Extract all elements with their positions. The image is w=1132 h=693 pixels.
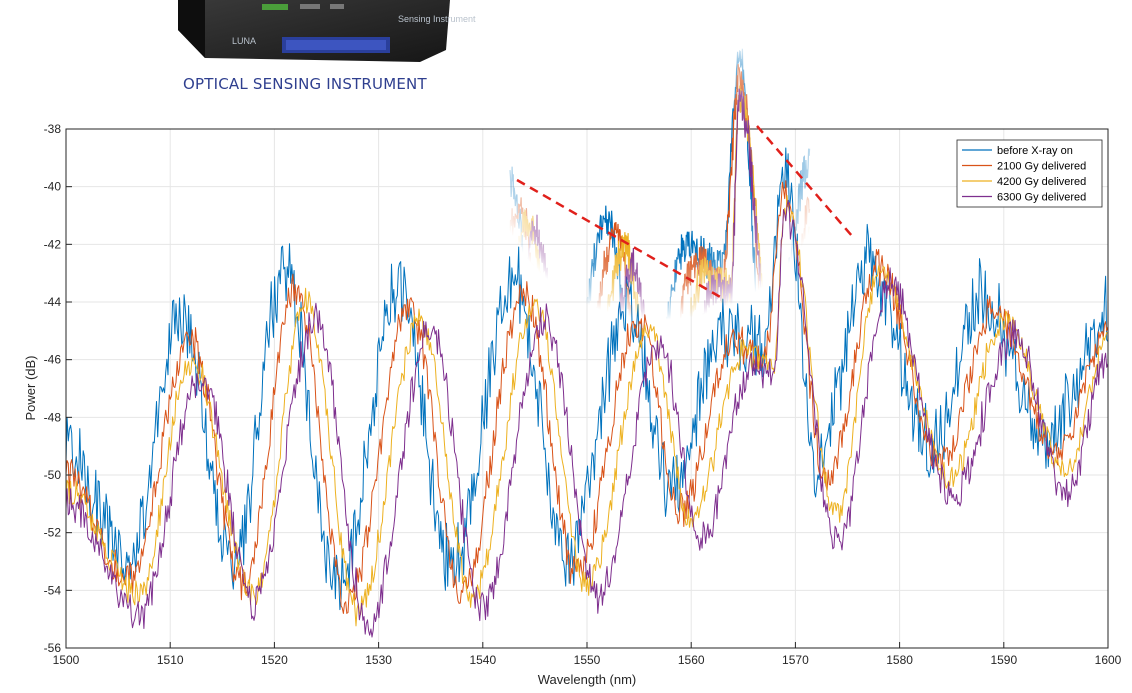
x-tick-label: 1560 bbox=[678, 653, 705, 667]
x-tick-label: 1530 bbox=[365, 653, 392, 667]
y-tick-label: -46 bbox=[44, 353, 62, 367]
y-tick-label: -56 bbox=[44, 641, 62, 655]
legend-label: 6300 Gy delivered bbox=[997, 192, 1086, 204]
y-tick-label: -48 bbox=[44, 410, 62, 424]
y-tick-label: -50 bbox=[44, 468, 62, 482]
series-line-1 bbox=[65, 147, 1109, 611]
x-tick-label: 1550 bbox=[574, 653, 601, 667]
x-tick-label: 1540 bbox=[469, 653, 496, 667]
series-line-3 bbox=[65, 194, 1109, 627]
y-tick-label: -52 bbox=[44, 526, 62, 540]
y-tick-label: -54 bbox=[44, 583, 62, 597]
legend-box bbox=[956, 139, 1103, 208]
device-name: Sensing Instrument bbox=[398, 14, 476, 24]
legend-label: 4200 Gy delivered bbox=[997, 176, 1086, 188]
instrument-caption: OPTICAL SENSING INSTRUMENT bbox=[183, 75, 427, 93]
x-tick-label: 1520 bbox=[261, 653, 288, 667]
y-axis-title: Power (dB) bbox=[23, 355, 38, 420]
y-tick-label: -42 bbox=[44, 237, 62, 251]
y-tick-label: -44 bbox=[44, 295, 62, 309]
instrument-photo: LUNA Sensing Instrument bbox=[178, 0, 476, 62]
x-tick-label: 1570 bbox=[782, 653, 809, 667]
inset-series-line-4 bbox=[509, 88, 811, 442]
x-tick-label: 1510 bbox=[157, 653, 184, 667]
legend: before X-ray on 2100 Gy delivered 4200 Gy … bbox=[956, 139, 1103, 208]
zoom-guide-right bbox=[756, 125, 853, 237]
tick-layer: 1500 1510 1520 1530 1540 1550 1560 1570 1580 1590… bbox=[44, 122, 1122, 667]
x-tick-label: 1600 bbox=[1095, 653, 1122, 667]
y-tick-label: -38 bbox=[44, 122, 62, 136]
legend-label: before X-ray on bbox=[997, 145, 1073, 157]
y-tick-label: -40 bbox=[44, 180, 62, 194]
device-brand: LUNA bbox=[232, 36, 256, 46]
x-tick-label: 1580 bbox=[886, 653, 913, 667]
zoom-guide-left bbox=[516, 178, 723, 300]
zoom-inset bbox=[509, 48, 811, 443]
series-layer bbox=[65, 147, 1109, 638]
series-line-4 bbox=[65, 199, 1109, 638]
x-tick-label: 1590 bbox=[990, 653, 1017, 667]
x-axis-title: Wavelength (nm) bbox=[538, 672, 637, 687]
legend-label: 2100 Gy delivered bbox=[997, 161, 1086, 173]
x-tick-label: 1500 bbox=[53, 653, 80, 667]
